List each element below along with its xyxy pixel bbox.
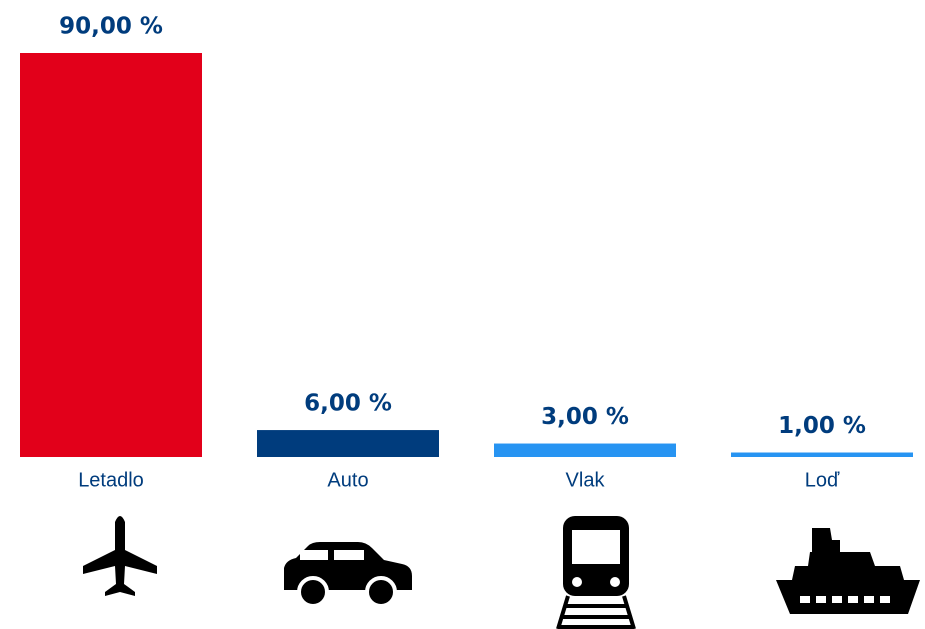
value-label: 3,00 % bbox=[541, 404, 629, 430]
ship-icon bbox=[776, 528, 920, 614]
car-window bbox=[300, 550, 328, 560]
car-window bbox=[334, 550, 364, 560]
train-window bbox=[572, 530, 620, 564]
car-wheel bbox=[365, 576, 397, 608]
value-label: 6,00 % bbox=[304, 391, 392, 417]
train-tracks bbox=[556, 595, 636, 629]
bar bbox=[257, 430, 439, 457]
category-label: Vlak bbox=[566, 469, 606, 491]
train-light bbox=[610, 577, 620, 587]
value-label: 90,00 % bbox=[59, 14, 163, 40]
car-wheel bbox=[297, 576, 329, 608]
ship-windows bbox=[800, 596, 890, 603]
bar bbox=[20, 53, 202, 457]
category-label: Loď bbox=[805, 469, 840, 491]
bar bbox=[731, 452, 913, 457]
value-label: 1,00 % bbox=[778, 413, 866, 439]
icons bbox=[83, 516, 920, 629]
plane-icon bbox=[83, 516, 157, 596]
category-label: Auto bbox=[327, 469, 368, 491]
train-light bbox=[572, 577, 582, 587]
bar bbox=[494, 443, 676, 457]
category-label: Letadlo bbox=[78, 469, 144, 491]
